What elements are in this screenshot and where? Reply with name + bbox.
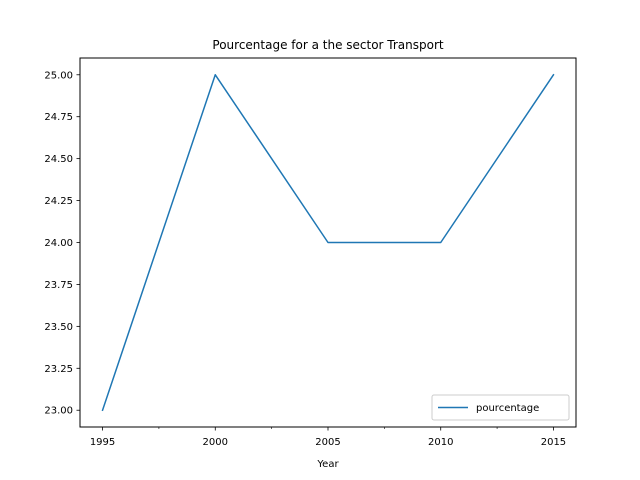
x-tick-label: 2000 xyxy=(203,437,228,448)
y-tick-label: 24.75 xyxy=(44,112,73,123)
x-axis: 1995 2000 2005 2010 2015 xyxy=(90,427,566,448)
y-tick-label: 23.25 xyxy=(44,364,73,375)
x-tick-label: 1995 xyxy=(90,437,115,448)
x-tick-label: 2005 xyxy=(315,437,340,448)
x-tick-label: 2010 xyxy=(428,437,453,448)
legend-label-pourcentage: pourcentage xyxy=(476,403,539,414)
plot-area: 23.00 23.25 23.50 23.75 24.00 24.25 24.50 24.75… xyxy=(44,57,577,448)
legend: pourcentage xyxy=(431,394,570,421)
legend-box xyxy=(431,394,570,421)
y-tick-label: 23.00 xyxy=(44,406,73,417)
series-line-pourcentage xyxy=(101,73,555,412)
y-tick-label: 24.00 xyxy=(44,238,73,249)
y-tick-label: 24.50 xyxy=(44,154,73,165)
y-tick-label: 24.25 xyxy=(44,196,73,207)
x-axis-label: Year xyxy=(316,459,339,470)
y-tick-label: 25.00 xyxy=(44,70,73,81)
y-axis: 23.00 23.25 23.50 23.75 24.00 24.25 24.50 24.75… xyxy=(44,70,80,417)
y-tick-label: 23.75 xyxy=(44,280,73,291)
y-tick-label: 23.50 xyxy=(44,322,73,333)
x-tick-label: 2015 xyxy=(541,437,566,448)
chart-title: Pourcentage for a the sector Transport xyxy=(212,38,444,52)
series-layer xyxy=(101,73,555,412)
